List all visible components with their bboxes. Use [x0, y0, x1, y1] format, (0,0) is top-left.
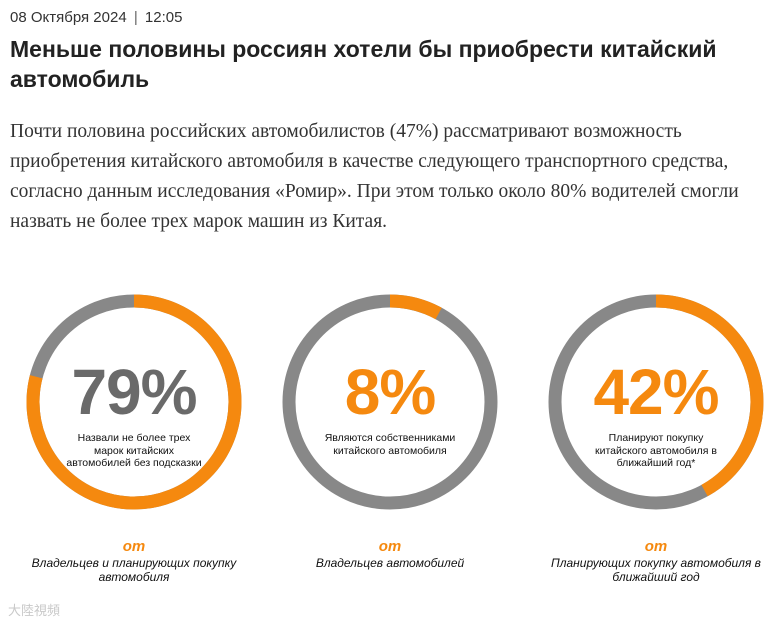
- stat-of: от: [122, 538, 146, 555]
- stat-owners-and-planners: 79% Назвали не более трех марок китайски…: [24, 290, 264, 630]
- donut-chart-2: [282, 294, 498, 510]
- stat-value: 79%: [71, 356, 197, 428]
- stat-of: от: [644, 538, 668, 555]
- donut-progress: [282, 294, 498, 510]
- stat-value: 42%: [593, 356, 719, 428]
- donut-progress: [548, 294, 764, 510]
- article-meta: 08 Октября 2024 | 12:05: [10, 9, 182, 26]
- stat-base: Владельцев и планирующих покупку автомоб…: [31, 556, 237, 584]
- stat-description: Являются собственниками китайского автом…: [324, 432, 456, 457]
- article-lead: Почти половина российских автомобилистов…: [10, 121, 739, 232]
- donut-chart-3: [548, 294, 764, 510]
- stat-owners: 8% Являются собственниками китайского ав…: [280, 290, 520, 630]
- donut-chart-1: [26, 294, 242, 510]
- stat-description: Назвали не более трех марок китайских ав…: [66, 432, 202, 469]
- article-time: 12:05: [144, 9, 183, 26]
- infographic: 79% Назвали не более трех марок китайски…: [0, 290, 783, 630]
- watermark: 大陸視頻: [8, 603, 61, 618]
- stat-description: Планируют покупку китайского автомобиля …: [595, 432, 717, 469]
- meta-separator: |: [133, 9, 138, 26]
- stat-of: от: [378, 538, 402, 555]
- article-date: 08 Октября 2024: [10, 9, 127, 26]
- article-headline: Меньше половины россиян хотели бы приобр…: [10, 36, 717, 92]
- donut-progress: [26, 294, 242, 510]
- stat-base: Владельцев автомобилей: [315, 556, 465, 570]
- stat-value: 8%: [344, 356, 437, 428]
- stat-base: Планирующих покупку автомобиля в ближайш…: [551, 556, 761, 584]
- stat-planners-next-year: 42% Планируют покупку китайского автомоб…: [546, 290, 783, 630]
